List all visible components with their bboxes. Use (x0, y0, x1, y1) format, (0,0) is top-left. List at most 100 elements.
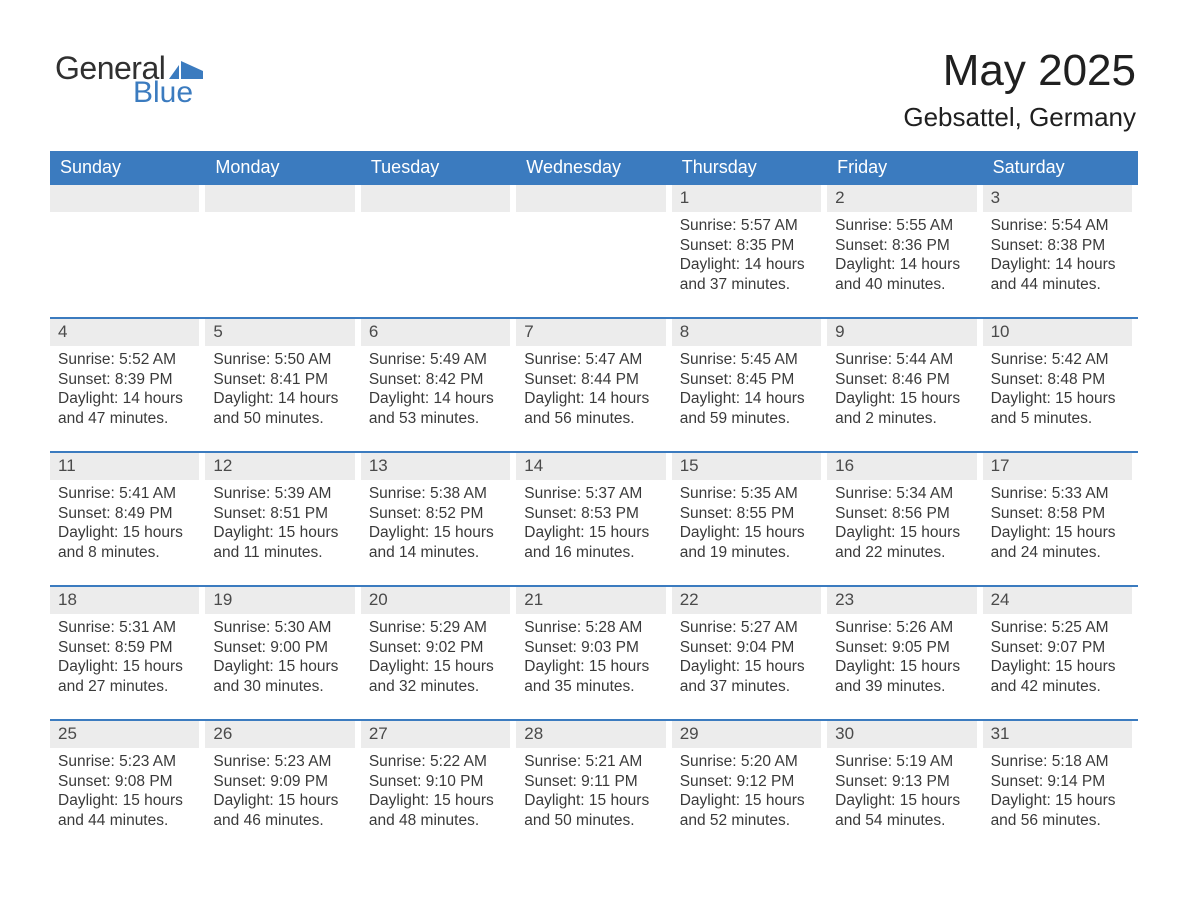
calendar: Sunday Monday Tuesday Wednesday Thursday… (50, 151, 1138, 839)
sunrise-line: Sunrise: 5:21 AM (524, 752, 665, 772)
sunrise-line: Sunrise: 5:37 AM (524, 484, 665, 504)
calendar-day: 30Sunrise: 5:19 AMSunset: 9:13 PMDayligh… (827, 721, 982, 839)
daylight-line: Daylight: 15 hours and 32 minutes. (369, 657, 510, 697)
day-details: Sunrise: 5:50 AMSunset: 8:41 PMDaylight:… (205, 350, 354, 429)
calendar-day (50, 185, 205, 303)
calendar-day: 5Sunrise: 5:50 AMSunset: 8:41 PMDaylight… (205, 319, 360, 437)
sunrise-line: Sunrise: 5:57 AM (680, 216, 821, 236)
day-header-friday: Friday (827, 151, 982, 185)
sunset-line: Sunset: 9:03 PM (524, 638, 665, 658)
calendar-day: 24Sunrise: 5:25 AMSunset: 9:07 PMDayligh… (983, 587, 1138, 705)
sunrise-line: Sunrise: 5:29 AM (369, 618, 510, 638)
sunset-line: Sunset: 8:36 PM (835, 236, 976, 256)
day-number: 1 (672, 185, 821, 212)
sunrise-line: Sunrise: 5:23 AM (213, 752, 354, 772)
sunrise-line: Sunrise: 5:33 AM (991, 484, 1132, 504)
day-details: Sunrise: 5:45 AMSunset: 8:45 PMDaylight:… (672, 350, 821, 429)
day-details: Sunrise: 5:25 AMSunset: 9:07 PMDaylight:… (983, 618, 1132, 697)
day-details: Sunrise: 5:33 AMSunset: 8:58 PMDaylight:… (983, 484, 1132, 563)
daylight-line: Daylight: 15 hours and 11 minutes. (213, 523, 354, 563)
daylight-line: Daylight: 15 hours and 30 minutes. (213, 657, 354, 697)
sunrise-line: Sunrise: 5:47 AM (524, 350, 665, 370)
calendar-day: 4Sunrise: 5:52 AMSunset: 8:39 PMDaylight… (50, 319, 205, 437)
day-number: 23 (827, 587, 976, 614)
logo-text-blue: Blue (133, 78, 203, 108)
sunrise-line: Sunrise: 5:38 AM (369, 484, 510, 504)
sunrise-line: Sunrise: 5:54 AM (991, 216, 1132, 236)
day-details: Sunrise: 5:22 AMSunset: 9:10 PMDaylight:… (361, 752, 510, 831)
day-number: 14 (516, 453, 665, 480)
sunrise-line: Sunrise: 5:50 AM (213, 350, 354, 370)
day-number: 31 (983, 721, 1132, 748)
calendar-week: 18Sunrise: 5:31 AMSunset: 8:59 PMDayligh… (50, 585, 1138, 705)
sunset-line: Sunset: 8:38 PM (991, 236, 1132, 256)
day-number: 22 (672, 587, 821, 614)
calendar-day (516, 185, 671, 303)
calendar-day: 8 Sunrise: 5:45 AMSunset: 8:45 PMDaylight… (672, 319, 827, 437)
sunset-line: Sunset: 9:11 PM (524, 772, 665, 792)
day-details: Sunrise: 5:35 AMSunset: 8:55 PMDaylight:… (672, 484, 821, 563)
daylight-line: Daylight: 14 hours and 40 minutes. (835, 255, 976, 295)
calendar-week: 25Sunrise: 5:23 AMSunset: 9:08 PMDayligh… (50, 719, 1138, 839)
day-header-monday: Monday (205, 151, 360, 185)
calendar-day: 23Sunrise: 5:26 AMSunset: 9:05 PMDayligh… (827, 587, 982, 705)
calendar-day: 29Sunrise: 5:20 AMSunset: 9:12 PMDayligh… (672, 721, 827, 839)
calendar-day: 13Sunrise: 5:38 AMSunset: 8:52 PMDayligh… (361, 453, 516, 571)
sunrise-line: Sunrise: 5:45 AM (680, 350, 821, 370)
sunset-line: Sunset: 8:53 PM (524, 504, 665, 524)
daylight-line: Daylight: 15 hours and 46 minutes. (213, 791, 354, 831)
calendar-day: 14 Sunrise: 5:37 AMSunset: 8:53 PMDayligh… (516, 453, 671, 571)
day-number: 27 (361, 721, 510, 748)
day-number: 21 (516, 587, 665, 614)
daylight-line: Daylight: 14 hours and 53 minutes. (369, 389, 510, 429)
day-details: Sunrise: 5:57 AMSunset: 8:35 PMDaylight:… (672, 216, 821, 295)
sunrise-line: Sunrise: 5:42 AM (991, 350, 1132, 370)
calendar-day: 6 Sunrise: 5:49 AMSunset: 8:42 PMDaylight… (361, 319, 516, 437)
day-details: Sunrise: 5:18 AMSunset: 9:14 PMDaylight:… (983, 752, 1132, 831)
calendar-day: 31 Sunrise: 5:18 AMSunset: 9:14 PMDayligh… (983, 721, 1138, 839)
day-details: Sunrise: 5:37 AMSunset: 8:53 PMDaylight:… (516, 484, 665, 563)
calendar-day: 16Sunrise: 5:34 AMSunset: 8:56 PMDayligh… (827, 453, 982, 571)
day-number: 6 (361, 319, 510, 346)
day-number: 11 (50, 453, 199, 480)
daylight-line: Daylight: 15 hours and 16 minutes. (524, 523, 665, 563)
sunset-line: Sunset: 9:12 PM (680, 772, 821, 792)
day-details: Sunrise: 5:47 AMSunset: 8:44 PMDaylight:… (516, 350, 665, 429)
calendar-day: 11Sunrise: 5:41 AMSunset: 8:49 PMDayligh… (50, 453, 205, 571)
sunset-line: Sunset: 8:56 PM (835, 504, 976, 524)
daylight-line: Daylight: 15 hours and 35 minutes. (524, 657, 665, 697)
day-number: 25 (50, 721, 199, 748)
sunrise-line: Sunrise: 5:28 AM (524, 618, 665, 638)
sunset-line: Sunset: 8:52 PM (369, 504, 510, 524)
sunset-line: Sunset: 9:09 PM (213, 772, 354, 792)
day-details: Sunrise: 5:30 AMSunset: 9:00 PMDaylight:… (205, 618, 354, 697)
day-details: Sunrise: 5:55 AMSunset: 8:36 PMDaylight:… (827, 216, 976, 295)
day-number: 26 (205, 721, 354, 748)
day-details: Sunrise: 5:49 AMSunset: 8:42 PMDaylight:… (361, 350, 510, 429)
sunset-line: Sunset: 8:51 PM (213, 504, 354, 524)
calendar-day: 9Sunrise: 5:44 AMSunset: 8:46 PMDaylight… (827, 319, 982, 437)
calendar-day: 12Sunrise: 5:39 AMSunset: 8:51 PMDayligh… (205, 453, 360, 571)
day-number: 28 (516, 721, 665, 748)
sunrise-line: Sunrise: 5:39 AM (213, 484, 354, 504)
daylight-line: Daylight: 15 hours and 2 minutes. (835, 389, 976, 429)
day-number: 15 (672, 453, 821, 480)
calendar-day: 22Sunrise: 5:27 AMSunset: 9:04 PMDayligh… (672, 587, 827, 705)
day-number: 8 (672, 319, 821, 346)
sunset-line: Sunset: 9:04 PM (680, 638, 821, 658)
sunset-line: Sunset: 8:49 PM (58, 504, 199, 524)
calendar-day (361, 185, 516, 303)
day-header-sunday: Sunday (50, 151, 205, 185)
day-details: Sunrise: 5:23 AMSunset: 9:08 PMDaylight:… (50, 752, 199, 831)
sunrise-line: Sunrise: 5:26 AM (835, 618, 976, 638)
day-number: 7 (516, 319, 665, 346)
daylight-line: Daylight: 15 hours and 44 minutes. (58, 791, 199, 831)
header: May 2025 Gebsattel, Germany (50, 46, 1138, 133)
sunset-line: Sunset: 8:42 PM (369, 370, 510, 390)
day-details: Sunrise: 5:21 AMSunset: 9:11 PMDaylight:… (516, 752, 665, 831)
sunset-line: Sunset: 9:08 PM (58, 772, 199, 792)
daylight-line: Daylight: 15 hours and 39 minutes. (835, 657, 976, 697)
calendar-day: 25 Sunrise: 5:23 AMSunset: 9:08 PMDayligh… (50, 721, 205, 839)
day-details: Sunrise: 5:38 AMSunset: 8:52 PMDaylight:… (361, 484, 510, 563)
day-details: Sunrise: 5:44 AMSunset: 8:46 PMDaylight:… (827, 350, 976, 429)
